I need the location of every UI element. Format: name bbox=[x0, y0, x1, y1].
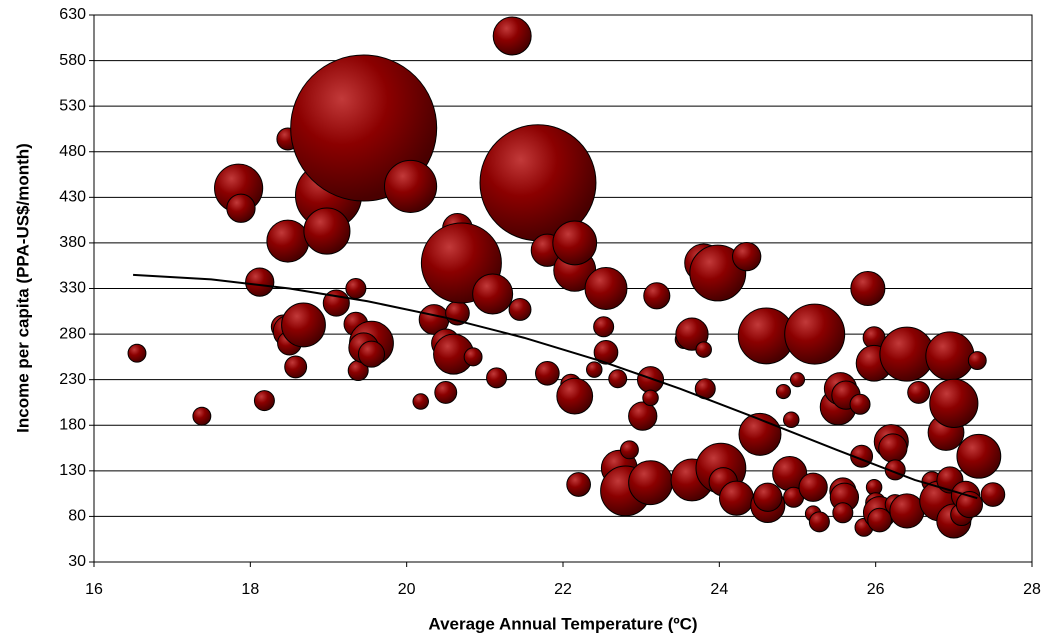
y-tick-label: 480 bbox=[59, 143, 86, 160]
bubble bbox=[628, 460, 673, 506]
bubble bbox=[967, 351, 987, 370]
bubble bbox=[929, 378, 979, 428]
bubble bbox=[434, 380, 458, 404]
bubble bbox=[719, 480, 755, 516]
x-tick-label: 16 bbox=[85, 581, 103, 598]
y-tick-label: 230 bbox=[59, 371, 86, 388]
bubble bbox=[593, 316, 615, 338]
x-tick-label: 18 bbox=[241, 581, 259, 598]
bubble bbox=[642, 389, 659, 407]
bubble bbox=[832, 502, 854, 524]
y-tick-label: 180 bbox=[59, 416, 86, 433]
bubble bbox=[492, 16, 532, 56]
y-tick-label: 30 bbox=[68, 553, 86, 570]
bubble bbox=[689, 244, 747, 302]
x-tick-label: 22 bbox=[554, 581, 572, 598]
bubble bbox=[566, 472, 591, 497]
bubble bbox=[732, 241, 762, 272]
bubble bbox=[584, 267, 628, 310]
bubble bbox=[266, 219, 310, 263]
x-tick-label: 20 bbox=[398, 581, 416, 598]
y-tick-label: 630 bbox=[59, 6, 86, 23]
bubble bbox=[675, 317, 709, 351]
bubble bbox=[889, 493, 925, 529]
bubble bbox=[245, 267, 275, 297]
trend-line bbox=[133, 273, 978, 500]
bubble bbox=[463, 347, 483, 367]
bubble bbox=[253, 390, 275, 412]
bubble bbox=[907, 380, 931, 404]
bubble bbox=[849, 393, 871, 415]
bubble bbox=[472, 273, 514, 315]
bubble bbox=[535, 360, 560, 386]
bubble bbox=[281, 302, 326, 348]
bubble bbox=[619, 440, 639, 460]
bubble bbox=[593, 339, 619, 365]
bubble bbox=[789, 372, 806, 388]
bubble bbox=[753, 482, 783, 512]
bubble bbox=[192, 406, 212, 426]
x-tick-label: 24 bbox=[710, 581, 728, 598]
bubble bbox=[798, 472, 828, 502]
y-tick-label: 280 bbox=[59, 325, 86, 342]
y-tick-label: 380 bbox=[59, 234, 86, 251]
bubble bbox=[784, 303, 846, 365]
y-axis-label: Income per capita (PPA-US$/month) bbox=[13, 143, 32, 433]
bubble bbox=[608, 369, 628, 389]
bubble bbox=[643, 282, 671, 310]
bubble bbox=[508, 298, 532, 321]
bubble bbox=[628, 401, 658, 431]
bubble bbox=[412, 393, 429, 410]
bubble bbox=[695, 341, 712, 358]
bubble bbox=[808, 511, 830, 533]
bubble bbox=[552, 220, 598, 266]
x-axis-label: Average Annual Temperature (ºC) bbox=[428, 614, 697, 633]
y-tick-label: 430 bbox=[59, 189, 86, 206]
bubble bbox=[226, 193, 256, 223]
bubble bbox=[925, 331, 975, 381]
bubble bbox=[783, 411, 800, 429]
bubble bbox=[556, 377, 594, 415]
x-tick-label: 26 bbox=[867, 581, 885, 598]
bubble bbox=[775, 383, 792, 400]
y-tick-label: 80 bbox=[68, 508, 86, 525]
bubble bbox=[357, 340, 386, 368]
y-tick-label: 330 bbox=[59, 280, 86, 297]
bubble bbox=[867, 507, 892, 533]
y-tick-label: 530 bbox=[59, 97, 86, 114]
bubble bbox=[980, 482, 1006, 507]
x-tick-label: 28 bbox=[1023, 581, 1041, 598]
bubble bbox=[586, 361, 603, 378]
bubble bbox=[127, 343, 147, 363]
bubble bbox=[850, 270, 886, 307]
y-tick-label: 130 bbox=[59, 462, 86, 479]
bubble bbox=[383, 159, 438, 213]
bubble bbox=[284, 355, 308, 379]
bubble bbox=[345, 278, 367, 299]
bubble bbox=[637, 366, 665, 394]
bubble bbox=[486, 367, 508, 389]
bubble bbox=[878, 433, 908, 463]
bubble bbox=[303, 207, 351, 255]
y-tick-label: 580 bbox=[59, 52, 86, 69]
bubble bbox=[956, 433, 1002, 479]
